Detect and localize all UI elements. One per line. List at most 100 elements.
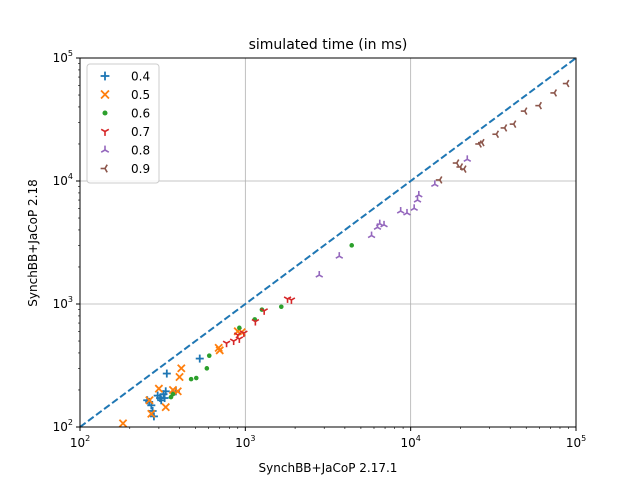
legend-marker bbox=[100, 89, 110, 100]
marker-stroke bbox=[214, 343, 223, 353]
marker-stroke bbox=[371, 234, 376, 239]
diagonal-reference bbox=[79, 57, 577, 428]
marker-stroke bbox=[553, 92, 558, 97]
marker-dot bbox=[206, 353, 212, 358]
marker-stroke bbox=[481, 142, 485, 147]
marker-stroke bbox=[434, 183, 439, 187]
legend-label: 0.7 bbox=[131, 125, 150, 139]
legend-label: 0.4 bbox=[131, 70, 150, 84]
data-point bbox=[251, 318, 260, 326]
marker-stroke bbox=[226, 340, 231, 344]
marker-stroke bbox=[463, 168, 467, 173]
marker-stroke bbox=[456, 159, 460, 164]
data-point bbox=[235, 336, 244, 343]
marker-stroke bbox=[463, 165, 467, 170]
marker-stroke bbox=[291, 297, 296, 301]
data-point bbox=[278, 304, 284, 310]
legend-item: 0.6 bbox=[102, 107, 150, 121]
legend-label: 0.5 bbox=[131, 88, 150, 102]
marker-stroke bbox=[377, 226, 382, 231]
marker-stroke bbox=[553, 89, 558, 94]
marker-stroke bbox=[100, 128, 106, 133]
marker-stroke bbox=[240, 330, 245, 334]
data-point bbox=[463, 155, 472, 163]
data-point bbox=[492, 130, 500, 139]
data-point bbox=[535, 101, 543, 110]
legend-marker bbox=[102, 110, 108, 116]
marker-stroke bbox=[251, 318, 256, 323]
marker-stroke bbox=[315, 274, 320, 278]
marker-stroke bbox=[503, 127, 508, 132]
marker-stroke bbox=[513, 123, 517, 128]
data-point bbox=[287, 297, 296, 304]
legend: 0.4 0.5 0.6 0.7 0.8 0.9 bbox=[86, 63, 160, 184]
marker-stroke bbox=[145, 396, 154, 405]
data-point bbox=[195, 354, 204, 363]
legend-marker bbox=[100, 145, 110, 153]
data-point bbox=[154, 384, 164, 393]
marker-stroke bbox=[481, 138, 485, 144]
marker-stroke bbox=[406, 212, 411, 216]
marker-stroke bbox=[478, 143, 482, 148]
marker-dot bbox=[204, 366, 210, 371]
marker-stroke bbox=[118, 419, 128, 428]
data-point bbox=[367, 231, 376, 239]
marker-stroke bbox=[403, 212, 408, 216]
data-point bbox=[435, 176, 443, 184]
data-point bbox=[509, 120, 517, 128]
legend-item: 0.8 bbox=[100, 144, 150, 158]
legend-item: 0.7 bbox=[100, 125, 150, 139]
marker-stroke bbox=[524, 110, 528, 115]
data-point bbox=[550, 89, 558, 97]
legend-label: 0.8 bbox=[131, 144, 150, 158]
marker-stroke bbox=[380, 224, 385, 228]
marker-stroke bbox=[173, 387, 182, 396]
marker-stroke bbox=[243, 330, 248, 334]
legend-item: 0.4 bbox=[100, 70, 150, 84]
marker-stroke bbox=[400, 210, 405, 214]
plot-frame bbox=[79, 57, 577, 428]
marker-stroke bbox=[238, 336, 244, 340]
data-point bbox=[315, 271, 324, 278]
data-point bbox=[222, 340, 231, 348]
marker-stroke bbox=[233, 338, 238, 342]
data-point bbox=[229, 338, 238, 346]
data-point bbox=[188, 376, 194, 382]
marker-stroke bbox=[413, 199, 418, 203]
data-point bbox=[214, 343, 223, 353]
marker-stroke bbox=[503, 124, 508, 129]
y-axis-label: SynchBB+JaCoP 2.18 bbox=[26, 179, 40, 306]
marker-dot bbox=[278, 304, 284, 310]
marker-stroke bbox=[524, 107, 528, 112]
x-tick-label: 103 bbox=[235, 434, 255, 450]
y-tick-label: 102 bbox=[53, 418, 73, 434]
marker-dot bbox=[170, 391, 176, 397]
data-point bbox=[413, 196, 422, 203]
data-point bbox=[414, 190, 423, 198]
data-point bbox=[380, 220, 388, 228]
marker-stroke bbox=[222, 340, 227, 344]
data-point bbox=[500, 124, 508, 132]
marker-stroke bbox=[235, 336, 240, 340]
data-point bbox=[452, 159, 460, 167]
marker-stroke bbox=[439, 179, 443, 184]
marker-stroke bbox=[215, 346, 224, 355]
x-tick-label: 104 bbox=[400, 434, 420, 450]
x-tick-label: 102 bbox=[70, 434, 90, 450]
marker-stroke bbox=[383, 224, 388, 228]
marker-dot bbox=[102, 110, 108, 116]
marker-stroke bbox=[104, 128, 110, 133]
marker-stroke bbox=[229, 338, 235, 342]
legend-item: 0.9 bbox=[100, 162, 150, 176]
data-point bbox=[240, 330, 248, 338]
marker-stroke bbox=[100, 149, 106, 153]
legend-marker bbox=[100, 164, 108, 173]
marker-stroke bbox=[373, 226, 378, 231]
data-point bbox=[160, 394, 169, 403]
data-point bbox=[215, 346, 224, 355]
marker-stroke bbox=[104, 149, 110, 153]
marker-stroke bbox=[439, 176, 443, 181]
marker-dot bbox=[237, 325, 242, 331]
marker-stroke bbox=[177, 364, 186, 373]
marker-stroke bbox=[161, 402, 170, 412]
